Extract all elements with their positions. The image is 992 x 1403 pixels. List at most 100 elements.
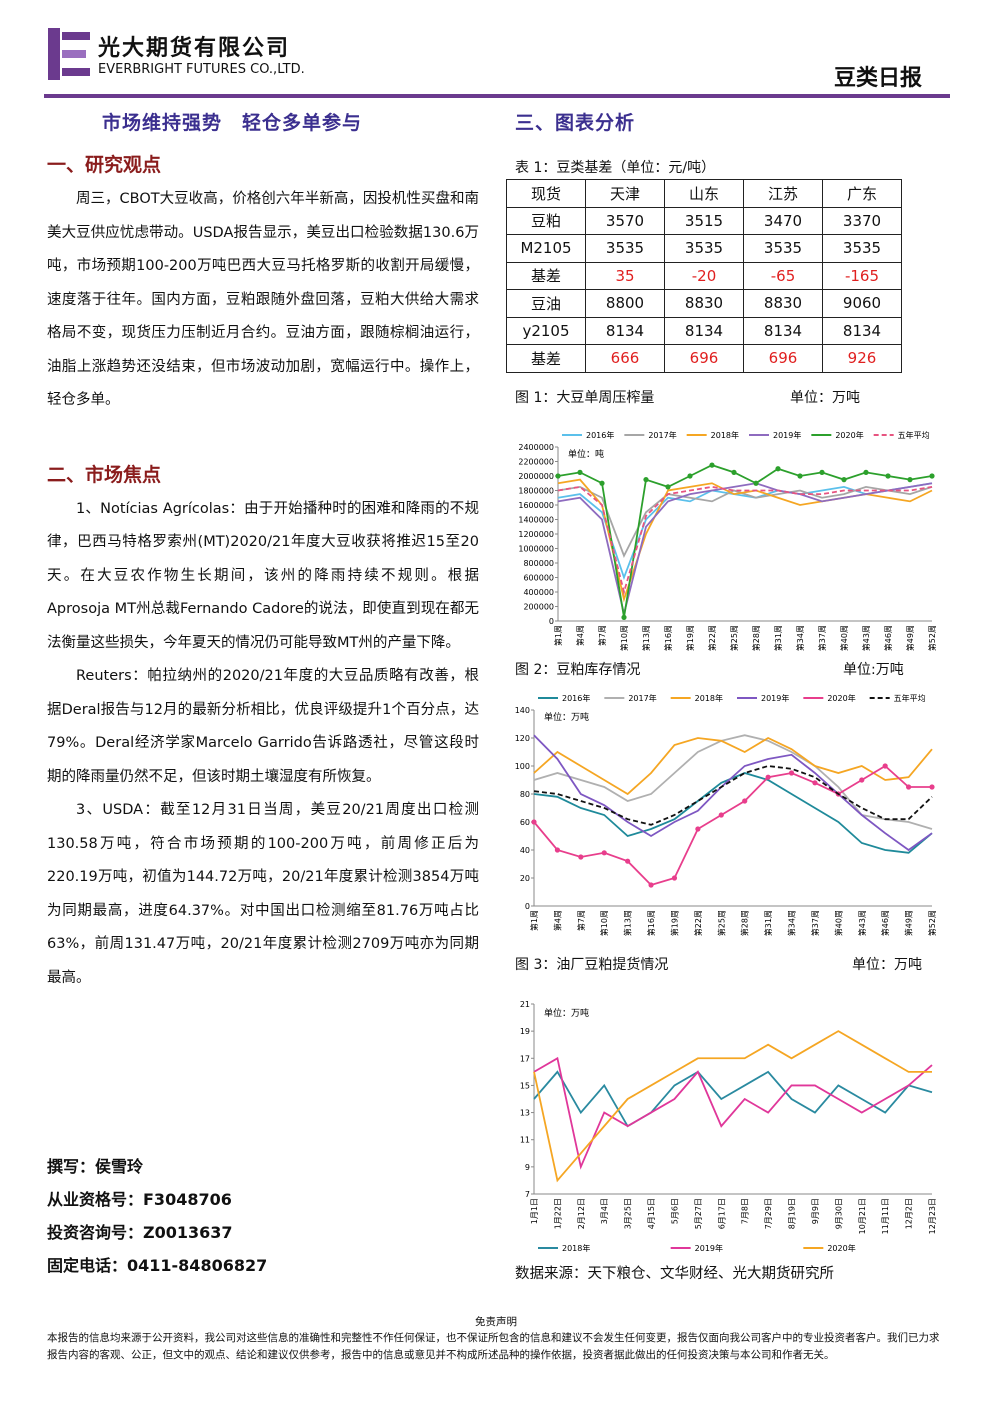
basis-table: 现货 天津 山东 江苏 广东 豆粕 3570 3515 3470 3370 M2105 3535 353… [506, 179, 902, 373]
series-line [557, 478, 933, 603]
author-line: 固定电话：0411-84806827 [47, 1256, 268, 1275]
legend-label: 2020年 [827, 1243, 855, 1253]
series-line [533, 764, 932, 887]
x-tick-label: 5月6日 [670, 1198, 679, 1224]
x-tick-label: 10月21日 [858, 1198, 867, 1234]
point [812, 780, 818, 786]
cell: 豆粕 [506, 206, 586, 235]
x-tick-label: 第28周 [751, 625, 761, 651]
y-tick-label: 1200000 [518, 530, 554, 539]
x-tick-label: 第1周 [529, 910, 539, 931]
cell: 豆油 [506, 289, 586, 318]
point [601, 850, 607, 856]
point [885, 473, 891, 479]
series-line [533, 736, 933, 796]
y-tick-label: 100 [515, 762, 530, 771]
cell: 8134 [585, 316, 665, 345]
legend-label: 2017年 [628, 693, 656, 703]
table-row: M2105 3535 3535 3535 3535 [506, 234, 902, 263]
y-tick-label: 1400000 [518, 516, 554, 525]
x-tick-label: 第16周 [646, 910, 656, 936]
point [643, 477, 649, 483]
legend-label: 2018年 [695, 693, 723, 703]
table-row: y2105 8134 8134 8134 8134 [506, 316, 902, 345]
y-tick-label: 200000 [523, 603, 554, 612]
legend-label: 2016年 [586, 430, 614, 440]
cell: -65 [743, 261, 823, 290]
y-tick-label: 17 [520, 1054, 530, 1063]
section: 一、研究观点 周三，CBOT大豆收高，价格创六年半新高，因投机性买盘和南美大豆供应… [47, 150, 479, 418]
point [742, 798, 748, 804]
x-tick-label: 7月29日 [764, 1198, 773, 1229]
unit-label: 单位：万吨 [544, 711, 589, 723]
x-tick-label: 1月22日 [553, 1198, 562, 1229]
y-tick-label: 2400000 [518, 443, 554, 452]
y-tick-label: 0 [525, 902, 530, 911]
company-name: 光大期货有限公司 [98, 36, 291, 61]
cell: 3470 [743, 206, 823, 235]
x-tick-label: 第13周 [623, 910, 633, 936]
y-tick-label: 13 [520, 1109, 530, 1118]
series-line [557, 485, 933, 596]
point [577, 469, 583, 475]
x-tick-label: 第52周 [927, 910, 937, 936]
x-tick-label: 第40周 [839, 625, 849, 651]
header-cell: 江苏 [743, 179, 823, 208]
point [788, 770, 795, 776]
x-tick-label: 第52周 [927, 625, 937, 651]
series-line [533, 1030, 932, 1183]
x-tick-label: 第10周 [599, 910, 609, 936]
header-cell: 天津 [585, 179, 665, 208]
cell: 8800 [585, 289, 665, 318]
x-tick-label: 12月23日 [928, 1198, 937, 1234]
y-tick-label: 1000000 [518, 545, 554, 554]
legend-label: 2019年 [773, 430, 801, 440]
y-tick-label: 60 [520, 818, 530, 827]
cell: 696 [743, 344, 823, 373]
point [731, 469, 737, 475]
series-line [533, 1070, 933, 1128]
y-tick-label: 800000 [523, 559, 554, 568]
x-tick-label: 第25周 [729, 625, 739, 651]
cell: 696 [664, 344, 744, 373]
cell: 666 [585, 344, 665, 373]
x-tick-label: 第4周 [575, 625, 585, 646]
author-line: 投资咨询号：Z0013637 [47, 1223, 233, 1242]
point [841, 477, 847, 483]
report-name: 豆类日报 [833, 66, 922, 91]
x-tick-label: 第28周 [740, 910, 750, 936]
figure-caption: 图 1：大豆单周压榨量 [515, 390, 655, 406]
table-row: 基差 35 -20 -65 -165 [506, 261, 902, 290]
y-tick-label: 140 [515, 706, 530, 715]
cell: 9060 [822, 289, 902, 318]
point [625, 858, 631, 864]
x-tick-label: 第40周 [833, 910, 843, 936]
chart: 0 20 40 60 80 100 120 140 第1周 第4周 第7周 第10周 第13周 第16周 第… [515, 693, 937, 936]
x-tick-label: 第10周 [619, 625, 629, 651]
cell: 3535 [585, 234, 665, 263]
cell: 35 [585, 261, 665, 290]
point [765, 774, 771, 780]
company-en: EVERBRIGHT FUTURES CO.,LTD. [98, 62, 305, 77]
cell: 8134 [822, 316, 902, 345]
figure-caption: 图 3：油厂豆粕提货情况 [515, 957, 669, 973]
x-tick-label: 第31周 [773, 625, 783, 651]
series-line [557, 464, 933, 618]
logo [48, 28, 90, 80]
cell: 基差 [506, 261, 586, 290]
x-tick-label: 6月17日 [717, 1198, 726, 1229]
table-row: 基差 666 696 696 926 [506, 344, 902, 373]
header-cell: 广东 [822, 179, 902, 208]
footer-text: 本报告的信息均来源于公开资料，我公司对这些信息的准确性和完整性不作任何保证，也不… [47, 1332, 940, 1361]
y-tick-label: 80 [520, 790, 530, 799]
point [687, 473, 693, 479]
point [882, 763, 888, 769]
paragraph: 1、Notícias Agrícolas：由于开始播种时的困难和降雨的不规律，巴… [47, 500, 479, 651]
x-tick-label: 第34周 [787, 910, 797, 936]
series-line [533, 765, 933, 826]
cell: 8830 [664, 289, 744, 318]
point [578, 854, 584, 860]
x-tick-label: 第7周 [576, 910, 586, 931]
x-tick-label: 第13周 [641, 625, 651, 651]
